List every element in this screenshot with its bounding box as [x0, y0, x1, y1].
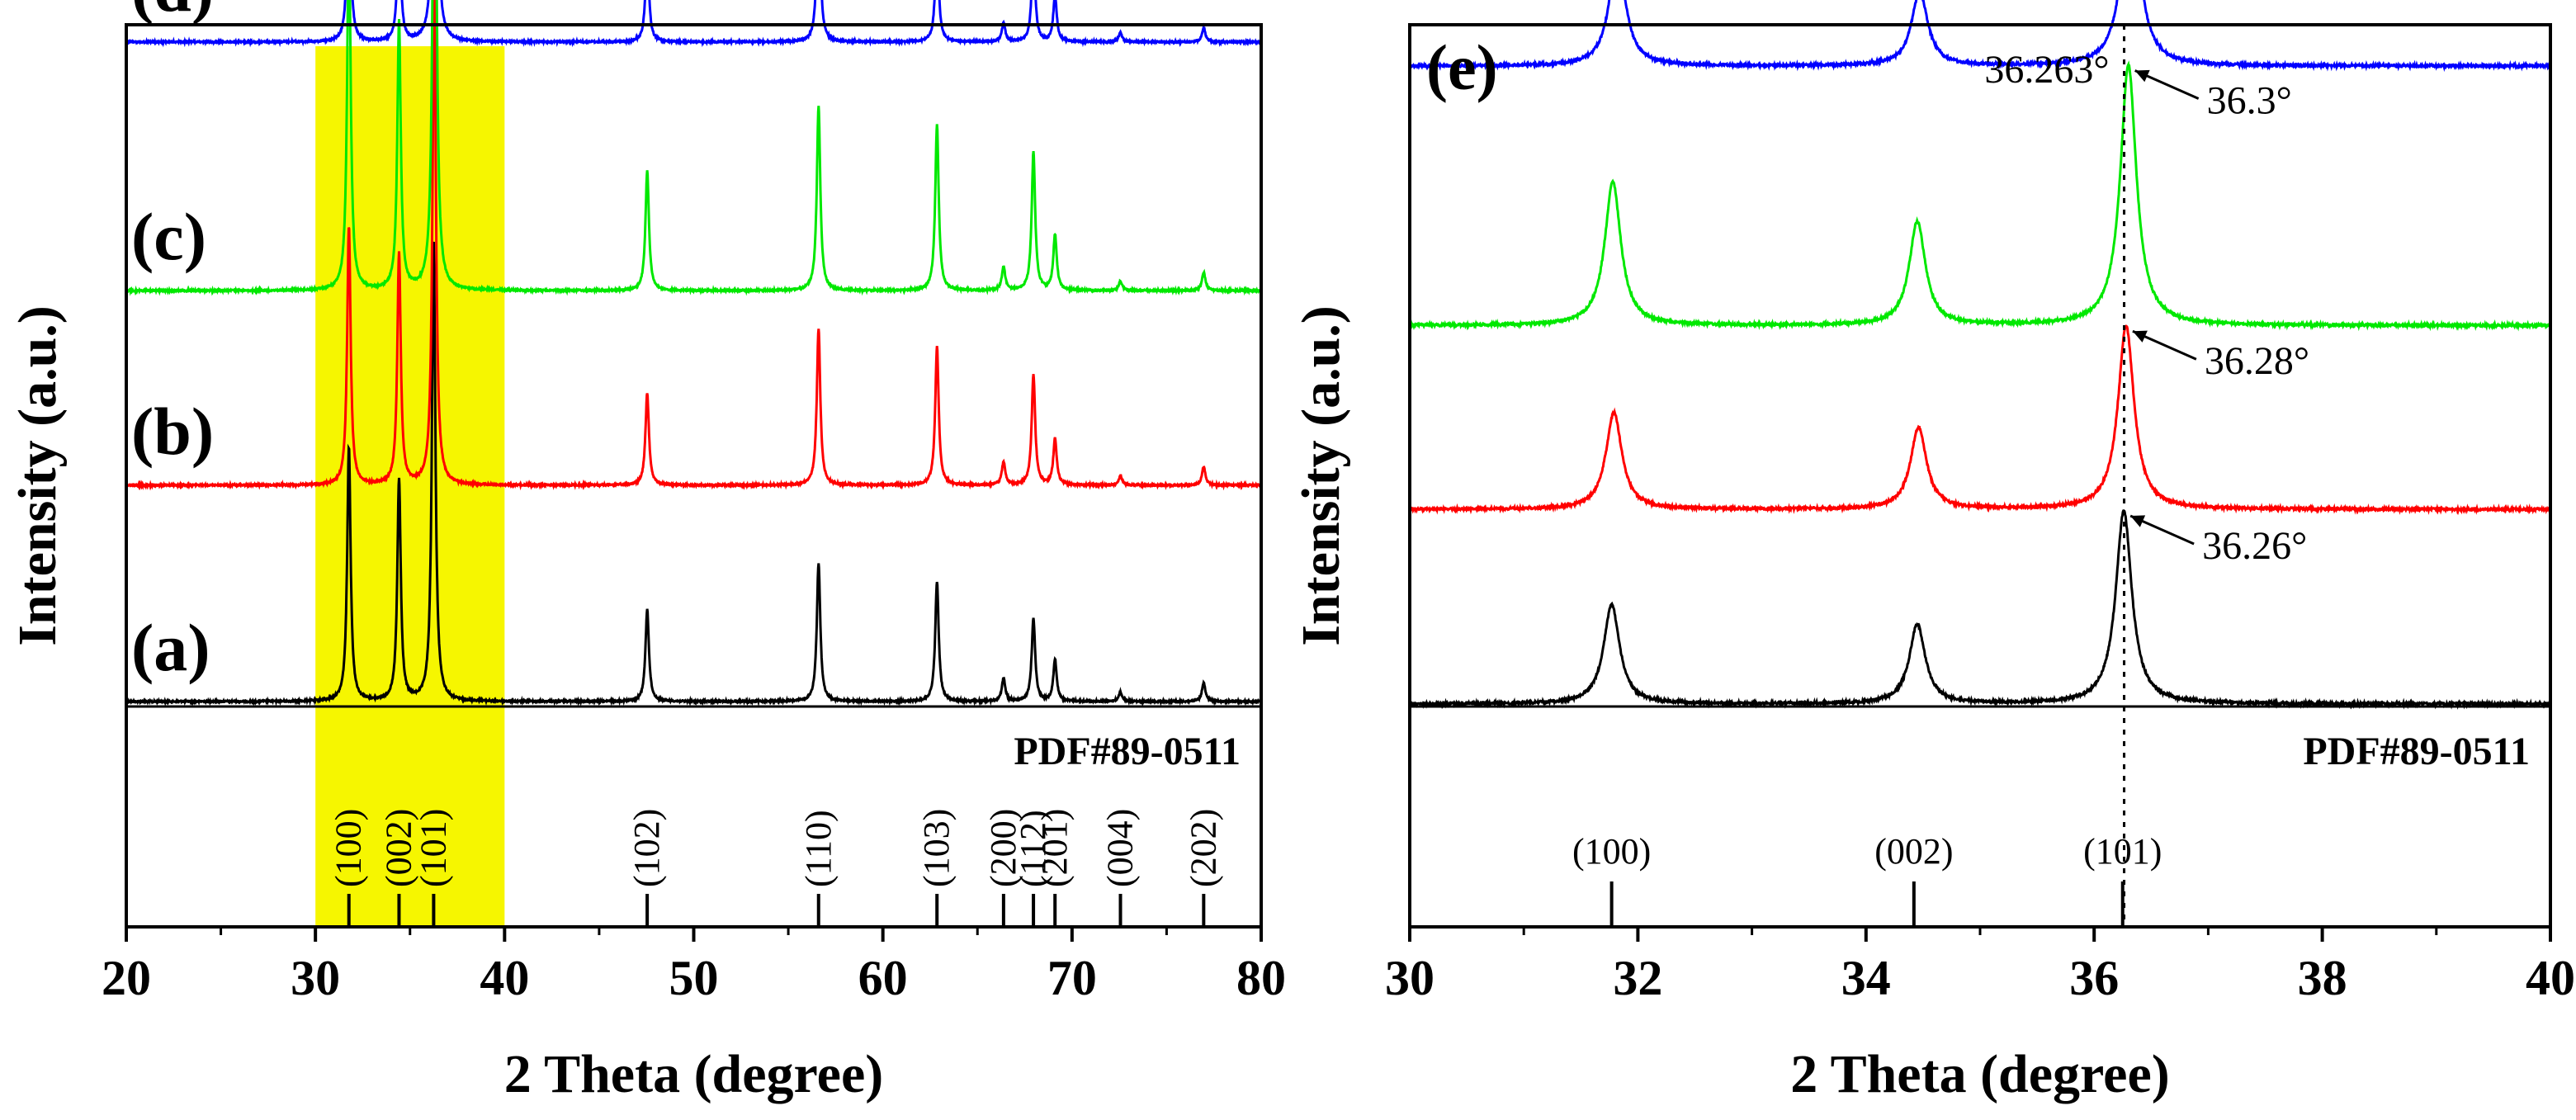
left-xrd-panel: (100) (002)(101) (102) (110) (103) (200)(112)… — [7, 0, 1286, 1104]
annotation-arrowhead — [2132, 330, 2148, 343]
series-line-4 — [125, 0, 1263, 48]
right-series-group — [1408, 0, 2552, 711]
y-axis-title: Intensity (a.u.) — [7, 305, 68, 646]
hkl-label: (002) — [378, 809, 418, 887]
hkl-label: (101) — [413, 809, 453, 887]
hkl-label: (004) — [1100, 809, 1141, 887]
left-series-group — [125, 0, 1263, 707]
hkl-label: (103) — [916, 809, 957, 887]
sample-label: (b) — [131, 394, 214, 469]
tick-label: 20 — [102, 951, 151, 1005]
hkl-label: (112) — [1013, 810, 1053, 887]
tick-label: 50 — [669, 951, 719, 1005]
x-axis-title: 2 Theta (degree) — [1790, 1044, 2169, 1104]
sample-label: (c) — [131, 199, 206, 274]
hkl-label: (200) — [983, 809, 1023, 887]
dashed-line-label: 36.263° — [1984, 48, 2109, 92]
hkl-label: (101) — [2083, 831, 2162, 872]
peak-position-label: 36.26° — [2202, 524, 2307, 568]
right-xrd-panel: (100) (002) (101) 36.263° 36.26° 36.28° 36.3… — [1291, 0, 2575, 1104]
reference-card-label: PDF#89-0511 — [1014, 730, 1241, 773]
tick-label: 60 — [858, 951, 908, 1005]
series-line-1 — [1409, 509, 2551, 711]
sample-label: (d) — [131, 0, 214, 26]
reference-card-label: PDF#89-0511 — [2303, 730, 2530, 773]
y-axis-title: Intensity (a.u.) — [1291, 305, 1351, 646]
sample-labels: (a) (b) (c) (d) — [131, 0, 214, 685]
hkl-label: (102) — [626, 809, 667, 887]
series-line-3 — [125, 0, 1263, 296]
tick-label: 36 — [2069, 951, 2119, 1005]
tick-label: 80 — [1236, 951, 1286, 1005]
hkl-label: (202) — [1183, 809, 1223, 887]
x-axis-ticks: 20 30 40 50 60 70 80 — [102, 927, 1286, 1005]
series-line-2 — [1408, 324, 2551, 516]
hkl-label: (100) — [1572, 831, 1651, 872]
x-axis-ticks: 30 32 34 36 38 40 — [1385, 927, 2575, 1005]
hkl-label: (110) — [798, 810, 839, 887]
hkl-label: (100) — [328, 809, 369, 887]
tick-label: 32 — [1613, 951, 1662, 1005]
series-line-1 — [125, 241, 1263, 707]
sample-label: (a) — [131, 610, 210, 685]
tick-label: 70 — [1047, 951, 1097, 1005]
peak-position-label: 36.28° — [2205, 339, 2309, 383]
right-reference-peaks: (100) (002) (101) — [1572, 831, 2162, 927]
tick-label: 30 — [1385, 951, 1435, 1005]
tick-label: 30 — [291, 951, 340, 1005]
peak-position-annotations: 36.26°36.28°36.3°36.32° — [2129, 69, 2309, 568]
hkl-label: (201) — [1034, 809, 1075, 887]
annotation-arrowhead — [2130, 515, 2146, 527]
series-line-4 — [1409, 0, 2552, 73]
tick-label: 40 — [2526, 951, 2575, 1005]
tick-label: 40 — [480, 951, 529, 1005]
tick-label: 34 — [1841, 951, 1891, 1005]
series-line-3 — [1408, 60, 2552, 332]
peak-position-label: 36.3° — [2207, 79, 2292, 123]
series-line-2 — [125, 0, 1263, 491]
x-axis-title: 2 Theta (degree) — [504, 1044, 883, 1104]
left-reference-peaks: (100) (002)(101) (102) (110) (103) (200)(112)… — [328, 809, 1223, 927]
panel-label: (e) — [1426, 31, 1498, 103]
hkl-label: (002) — [1874, 831, 1953, 872]
annotation-arrowhead — [2134, 69, 2150, 83]
tick-label: 38 — [2298, 951, 2347, 1005]
